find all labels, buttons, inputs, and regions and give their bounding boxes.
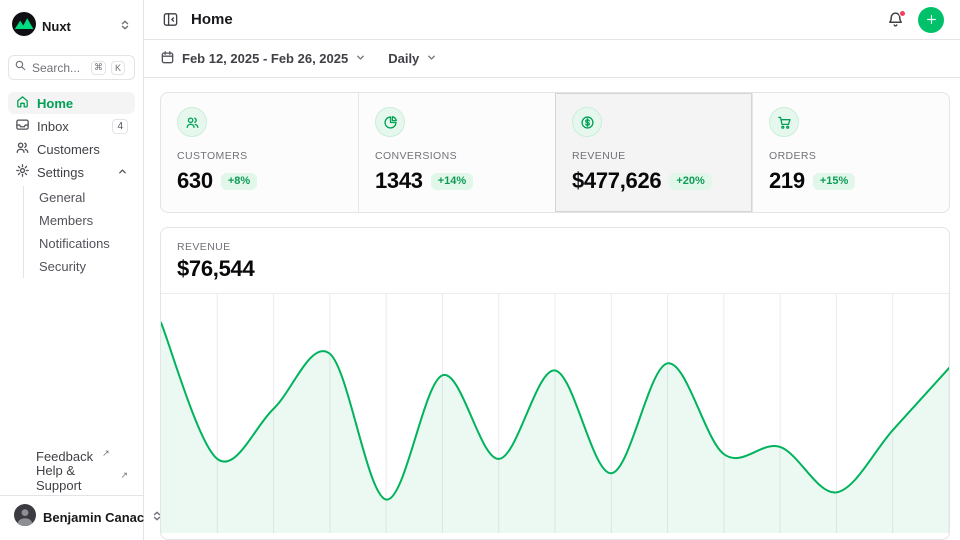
sidebar-item-settings[interactable]: Settings	[8, 161, 135, 183]
chevron-up-icon	[117, 165, 128, 180]
stat-card-revenue[interactable]: REVENUE $477,626 +20%	[555, 93, 752, 212]
inbox-count-badge: 4	[112, 118, 128, 134]
date-range-picker[interactable]: Feb 12, 2025 - Feb 26, 2025	[160, 50, 366, 68]
home-icon	[15, 94, 30, 112]
chevron-down-icon	[355, 51, 366, 66]
stats-row: CUSTOMERS 630 +8% CONVERSIONS 1343 +14%	[160, 92, 950, 213]
sidebar-item-notifications[interactable]: Notifications	[39, 236, 110, 251]
sidebar-item-feedback[interactable]: Feedback ↗	[8, 445, 135, 467]
chart-metric-label: REVENUE	[177, 241, 231, 253]
sidebar-item-customers[interactable]: Customers	[8, 138, 135, 160]
workspace-name: Nuxt	[42, 19, 71, 34]
chart-header: REVENUE $76,544	[161, 228, 949, 293]
search-input[interactable]	[32, 60, 86, 75]
stat-card-conversions[interactable]: CONVERSIONS 1343 +14%	[358, 93, 555, 212]
sidebar-item-label: Help & Support	[36, 463, 82, 493]
stat-value: 630	[177, 168, 213, 193]
chevron-down-icon	[426, 51, 437, 66]
stat-card-orders[interactable]: ORDERS 219 +15%	[752, 93, 949, 212]
gear-icon	[15, 163, 30, 181]
inbox-icon	[15, 117, 30, 135]
page-title: Home	[191, 11, 233, 28]
sidebar-item-security[interactable]: Security	[39, 259, 86, 274]
sidebar: Nuxt ⌘ K Home Inbox 4	[0, 0, 161, 540]
calendar-icon	[160, 50, 175, 68]
stat-delta-badge: +14%	[430, 172, 474, 190]
stat-value: 1343	[375, 168, 423, 193]
kbd-meta: ⌘	[91, 60, 106, 75]
settings-subnav: General Members Notifications Security	[23, 186, 135, 278]
sidebar-item-general[interactable]: General	[39, 190, 86, 205]
sidebar-item-label: Home	[37, 95, 74, 111]
workspace-switcher[interactable]: Nuxt	[8, 10, 135, 43]
nuxt-logo-icon	[12, 12, 36, 41]
chart-metric-value: $76,544	[177, 256, 255, 281]
pie-chart-icon	[375, 107, 405, 137]
sidebar-item-members[interactable]: Members	[39, 213, 94, 228]
cart-icon	[769, 107, 799, 137]
sidebar-item-label: Customers	[37, 141, 100, 157]
granularity-label: Daily	[388, 51, 420, 66]
add-button[interactable]	[918, 6, 944, 33]
stat-delta-badge: +20%	[669, 172, 712, 190]
revenue-chart[interactable]: 14 Feb16 Feb18 Feb20 Feb22 Feb24 Feb	[161, 293, 949, 539]
external-link-icon: ↗	[120, 469, 128, 480]
content: CUSTOMERS 630 +8% CONVERSIONS 1343 +14%	[144, 78, 960, 540]
chevron-updown-icon	[151, 509, 163, 527]
collapse-sidebar-button[interactable]	[160, 9, 181, 30]
date-range-label: Feb 12, 2025 - Feb 26, 2025	[182, 51, 349, 66]
sidebar-nav: Home Inbox 4 Customers Settings General …	[8, 92, 135, 278]
sidebar-item-help-support[interactable]: Help & Support ↗	[8, 463, 135, 493]
top-header: Home	[144, 0, 960, 40]
stat-label: CONVERSIONS	[375, 150, 457, 162]
stat-label: CUSTOMERS	[177, 150, 248, 162]
stat-label: ORDERS	[769, 150, 817, 162]
sidebar-item-label: Feedback	[36, 448, 94, 464]
granularity-select[interactable]: Daily	[388, 51, 437, 66]
header-actions	[885, 6, 944, 33]
notifications-button[interactable]	[885, 9, 906, 30]
filter-toolbar: Feb 12, 2025 - Feb 26, 2025 Daily	[144, 40, 960, 78]
users-icon	[177, 107, 207, 137]
search-input-wrap[interactable]: ⌘ K	[8, 55, 135, 80]
notification-dot	[899, 10, 906, 17]
stat-card-customers[interactable]: CUSTOMERS 630 +8%	[161, 93, 358, 212]
sidebar-item-home[interactable]: Home	[8, 92, 135, 114]
chevron-updown-icon	[119, 18, 131, 36]
user-name: Benjamin Canac	[43, 510, 145, 525]
stat-delta-badge: +15%	[812, 172, 856, 190]
sidebar-footer: Feedback ↗ Help & Support ↗ Benjamin Can…	[0, 445, 161, 540]
stat-value: 219	[769, 168, 805, 193]
sidebar-item-inbox[interactable]: Inbox 4	[8, 115, 135, 137]
stat-label: REVENUE	[572, 150, 626, 162]
sidebar-item-label: Inbox	[37, 118, 69, 134]
stat-value: $477,626	[572, 168, 662, 193]
stat-delta-badge: +8%	[220, 172, 258, 190]
external-link-icon: ↗	[102, 447, 110, 458]
revenue-chart-card: REVENUE $76,544 14 Feb16 Feb18 Feb20 Feb…	[160, 227, 950, 540]
avatar	[14, 504, 36, 531]
user-menu[interactable]: Benjamin Canac	[8, 496, 161, 540]
kbd-k: K	[111, 60, 125, 75]
users-icon	[15, 140, 30, 158]
info-icon	[15, 470, 29, 487]
revenue-chart-svg: 14 Feb16 Feb18 Feb20 Feb22 Feb24 Feb	[161, 294, 949, 533]
sidebar-divider	[0, 495, 143, 496]
dollar-circle-icon	[572, 107, 602, 137]
sidebar-item-label: Settings	[37, 164, 84, 180]
search-icon	[14, 59, 27, 77]
chat-bubble-icon	[15, 448, 29, 465]
main-area: Home Feb 12, 2025 - Feb 26, 2025 Daily	[144, 0, 960, 540]
